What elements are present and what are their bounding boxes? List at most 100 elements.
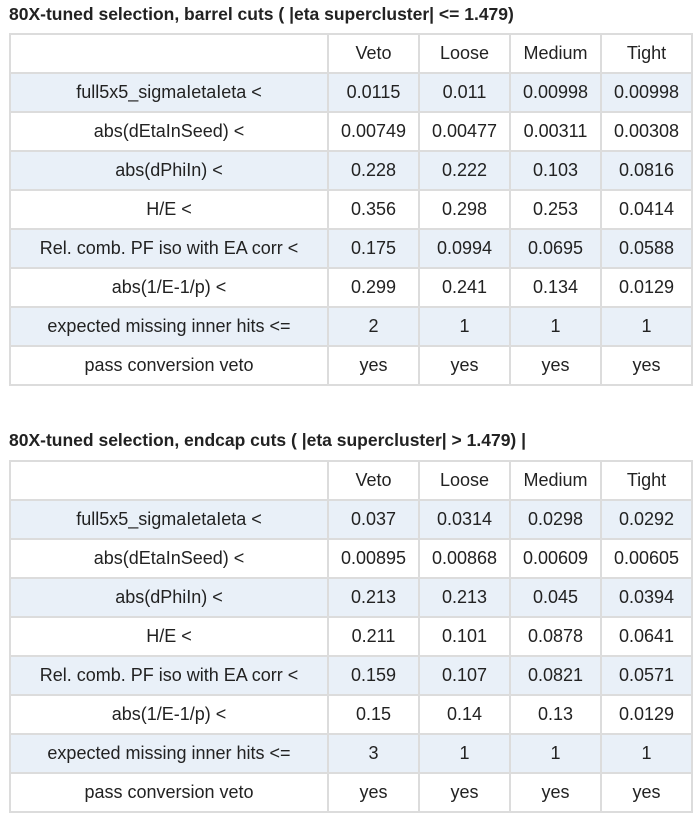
cut-value-medium: 0.00998 [509,72,602,113]
cut-value-tight: 0.0641 [600,616,693,657]
cut-value-medium: 0.0878 [509,616,602,657]
cut-label: H/E < [9,616,329,657]
barrel-table-body: Veto Loose Medium Tight full5x5_sigmaIetaIet… [9,33,693,386]
cut-value-loose: 0.101 [418,616,511,657]
header-loose: Loose [418,460,511,501]
cut-value-tight: 0.0129 [600,694,693,735]
table-row: full5x5_sigmaIetaIeta <0.0115 0.011 0.0099… [9,72,693,113]
cut-label: pass conversion veto [9,772,329,813]
cut-value-tight: 0.00308 [600,111,693,152]
cut-value-loose: 0.241 [418,267,511,308]
cut-label: expected missing inner hits <= [9,733,329,774]
cut-label: abs(dPhiIn) < [9,577,329,618]
table-row: Rel. comb. PF iso with EA corr <0.159 0.1… [9,655,693,696]
cut-value-loose: 0.14 [418,694,511,735]
cut-value-tight: 1 [600,306,693,347]
cut-label: abs(1/E-1/p) < [9,267,329,308]
table-row: abs(dPhiIn) <0.228 0.222 0.103 0.0816 [9,150,693,191]
cut-value-loose: 0.011 [418,72,511,113]
cut-value-medium: 0.103 [509,150,602,191]
cut-value-veto: 0.299 [327,267,420,308]
cut-value-medium: 0.0298 [509,499,602,540]
endcap-header-row: Veto Loose Medium Tight [9,460,693,501]
cut-value-veto: 0.211 [327,616,420,657]
cut-value-tight: yes [600,772,693,813]
cut-label: abs(dEtaInSeed) < [9,538,329,579]
cut-label: abs(dEtaInSeed) < [9,111,329,152]
table-row: expected missing inner hits <= 3 1 1 1 [9,733,693,774]
cut-value-loose: 0.107 [418,655,511,696]
cut-value-loose: 0.213 [418,577,511,618]
cut-label: Rel. comb. PF iso with EA corr < [9,655,329,696]
endcap-table-body: Veto Loose Medium Tight full5x5_sigmaIetaIet… [9,460,693,813]
cut-value-veto: yes [327,345,420,386]
cut-value-medium: 0.13 [509,694,602,735]
table-row: pass conversion veto yes yes yes yes [9,345,693,386]
cut-value-veto: 2 [327,306,420,347]
cut-value-tight: 0.0571 [600,655,693,696]
cut-value-medium: yes [509,345,602,386]
cut-value-medium: 1 [509,306,602,347]
cut-label: pass conversion veto [9,345,329,386]
header-label [9,33,329,74]
cut-value-medium: 0.0695 [509,228,602,269]
cut-value-veto: 0.00895 [327,538,420,579]
cut-value-medium: yes [509,772,602,813]
cut-value-veto: 0.175 [327,228,420,269]
table-row: abs(1/E-1/p) <0.15 0.14 0.13 0.0129 [9,694,693,735]
header-veto: Veto [327,460,420,501]
table-row: abs(1/E-1/p) <0.299 0.241 0.134 0.0129 [9,267,693,308]
table-row: H/E <0.356 0.298 0.253 0.0414 [9,189,693,230]
table-row: abs(dEtaInSeed) <0.00895 0.00868 0.00609 0.… [9,538,693,579]
cut-value-medium: 0.00609 [509,538,602,579]
header-medium: Medium [509,33,602,74]
cut-value-medium: 0.253 [509,189,602,230]
header-veto: Veto [327,33,420,74]
barrel-section-title: 80X-tuned selection, barrel cuts ( |eta … [9,4,514,24]
cut-value-veto: 0.213 [327,577,420,618]
table-row: full5x5_sigmaIetaIeta <0.037 0.0314 0.0298… [9,499,693,540]
table-row: pass conversion veto yes yes yes yes [9,772,693,813]
cut-value-loose: 0.222 [418,150,511,191]
cut-label: full5x5_sigmaIetaIeta < [9,499,329,540]
table-row: abs(dPhiIn) <0.213 0.213 0.045 0.0394 [9,577,693,618]
cut-value-veto: 0.15 [327,694,420,735]
endcap-section-title: 80X-tuned selection, endcap cuts ( |eta … [9,430,527,450]
cut-value-tight: 0.0816 [600,150,693,191]
cut-value-veto: 0.0115 [327,72,420,113]
cut-value-medium: 0.0821 [509,655,602,696]
cut-value-tight: 0.0292 [600,499,693,540]
cut-label: H/E < [9,189,329,230]
header-label [9,460,329,501]
cut-value-tight: 0.0414 [600,189,693,230]
table-row: abs(dEtaInSeed) <0.00749 0.00477 0.00311 0.… [9,111,693,152]
cut-value-tight: 0.00998 [600,72,693,113]
cut-value-loose: 0.298 [418,189,511,230]
cut-value-veto: 0.159 [327,655,420,696]
cut-value-loose: 0.0994 [418,228,511,269]
cut-value-loose: 0.00477 [418,111,511,152]
cut-value-medium: 1 [509,733,602,774]
header-medium: Medium [509,460,602,501]
table-row: expected missing inner hits <= 2 1 1 1 [9,306,693,347]
cut-value-tight: 1 [600,733,693,774]
header-tight: Tight [600,33,693,74]
cut-label: abs(1/E-1/p) < [9,694,329,735]
endcap-cuts-table: Veto Loose Medium Tight full5x5_sigmaIetaIet… [9,460,693,813]
cut-value-loose: 0.0314 [418,499,511,540]
cut-value-loose: 1 [418,306,511,347]
cut-value-veto: 0.356 [327,189,420,230]
cut-label: expected missing inner hits <= [9,306,329,347]
cut-value-loose: 1 [418,733,511,774]
cut-label: Rel. comb. PF iso with EA corr < [9,228,329,269]
table-row: Rel. comb. PF iso with EA corr <0.175 0.0… [9,228,693,269]
table-row: H/E <0.211 0.101 0.0878 0.0641 [9,616,693,657]
cut-value-loose: yes [418,345,511,386]
header-tight: Tight [600,460,693,501]
cut-value-medium: 0.00311 [509,111,602,152]
cut-value-veto: 0.228 [327,150,420,191]
cut-value-veto: 0.00749 [327,111,420,152]
cut-value-tight: 0.0588 [600,228,693,269]
cut-value-tight: 0.00605 [600,538,693,579]
cut-value-tight: yes [600,345,693,386]
